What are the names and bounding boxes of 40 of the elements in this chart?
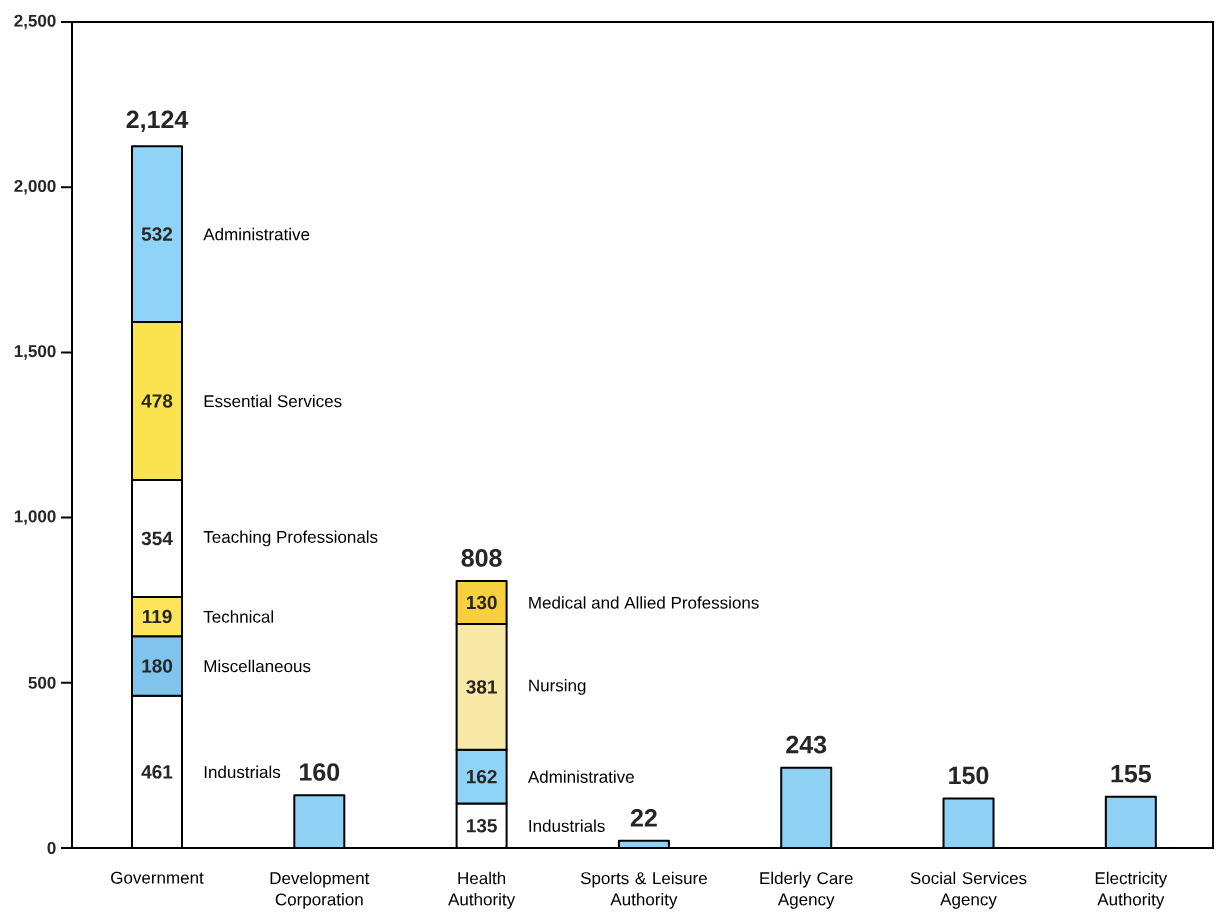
series-label: Miscellaneous: [204, 659, 311, 673]
total-label: 22: [630, 809, 657, 827]
x-tick-label: Development Corporation: [270, 871, 370, 909]
series-label: Administrative: [203, 227, 310, 241]
x-tick-label: Government: [111, 871, 204, 884]
data-label: 461: [141, 765, 173, 779]
y-tick-label: 500: [28, 676, 56, 689]
x-tick-label: Sports & Leisure Authority: [580, 871, 707, 909]
data-label: 532: [141, 227, 173, 241]
data-label: 162: [466, 769, 497, 784]
series-label: Teaching Professionals: [203, 530, 378, 547]
series-label: Technical: [203, 610, 274, 623]
series-label: Industrials: [204, 765, 281, 779]
series-label: Nursing: [529, 679, 586, 695]
total-label: 160: [300, 763, 340, 781]
data-label: 180: [142, 659, 173, 673]
series-label: Essential Services: [204, 394, 342, 408]
total-label: 150: [949, 766, 989, 785]
total-label: 2,124: [126, 110, 189, 132]
total-label: 243: [786, 735, 827, 754]
y-tick-label: 0: [47, 841, 56, 855]
x-tick-label: Elderly Care Agency: [760, 871, 853, 909]
data-label: 478: [141, 394, 173, 408]
data-label: 119: [142, 609, 172, 624]
y-tick-label: 2,500: [14, 14, 56, 30]
data-label: 354: [141, 531, 173, 546]
y-tick-label: 2,000: [14, 179, 56, 195]
data-label: 381: [466, 680, 497, 694]
x-tick-label: Electricity Authority: [1095, 871, 1168, 909]
data-label: 130: [466, 595, 497, 610]
total-label: 155: [1111, 765, 1151, 783]
x-tick-label: Social Services Agency: [910, 871, 1027, 909]
x-tick-label: Health Authority: [448, 871, 516, 909]
y-tick-label: 1,000: [14, 510, 56, 525]
total-label: 808: [461, 549, 502, 567]
series-label: Medical and Allied Professions: [529, 596, 759, 609]
text: Administrative: [527, 770, 634, 783]
text: Industrials: [529, 819, 605, 832]
data-label: 135: [466, 818, 497, 833]
y-tick-label: 1,500: [14, 345, 56, 360]
